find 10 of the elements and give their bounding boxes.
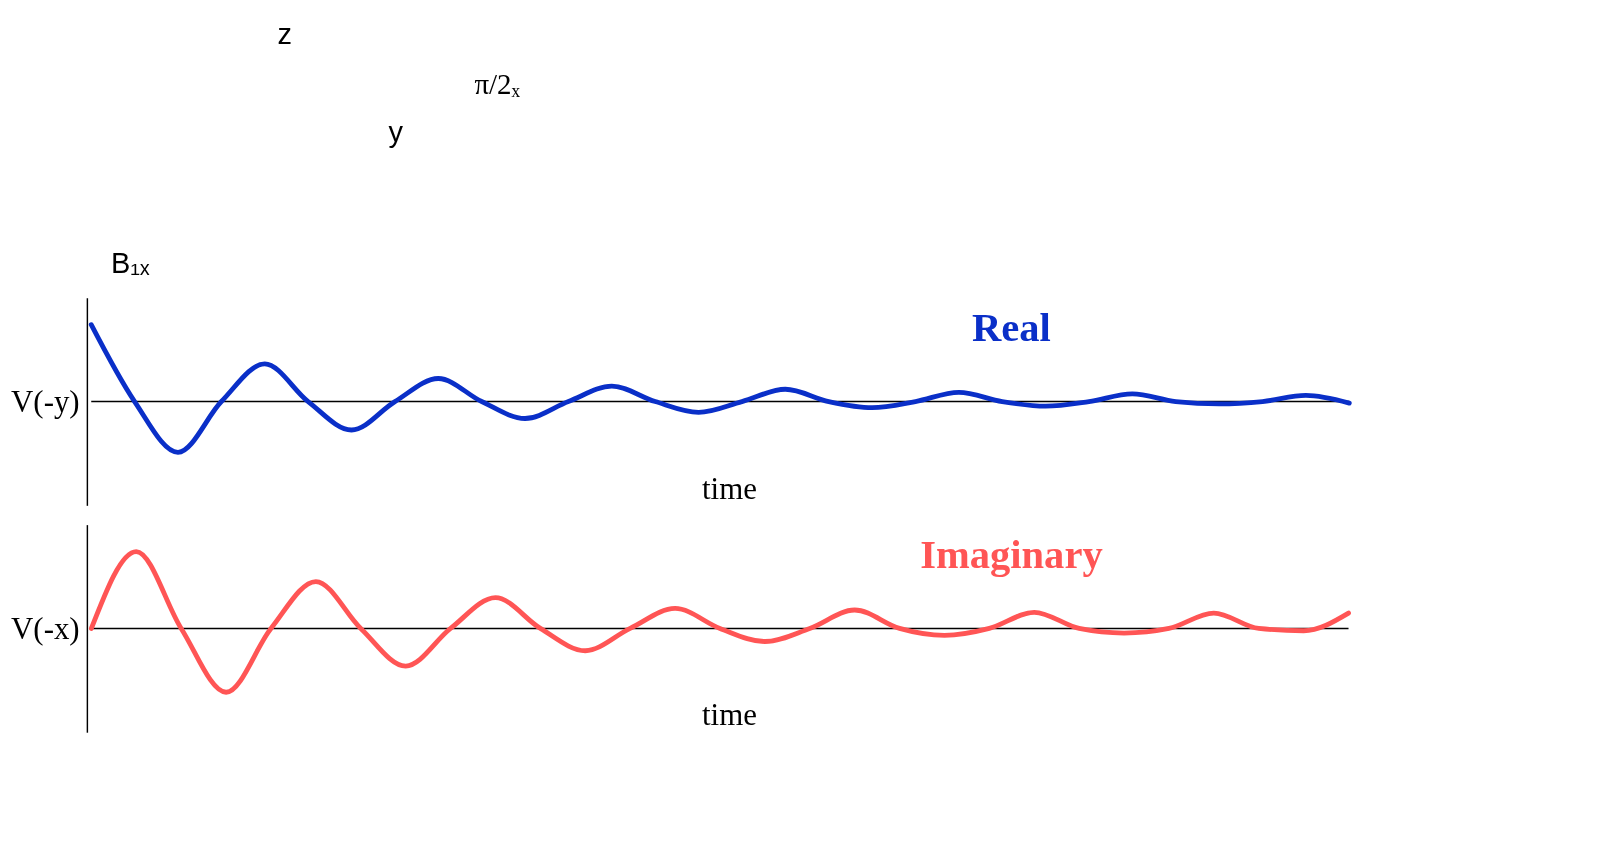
text: π/2ₓ [474,68,521,101]
x-axis-title: time [701,470,757,506]
x-axis-title: time [701,697,757,733]
y-axis-title: V(-x) [11,610,80,646]
series-label: Imaginary [920,532,1103,578]
text: y [388,116,404,149]
y-axis-title: V(-y) [11,383,80,419]
text: z [277,17,293,50]
text: B₁ₓ [111,246,151,279]
series-label: Real [972,305,1051,351]
